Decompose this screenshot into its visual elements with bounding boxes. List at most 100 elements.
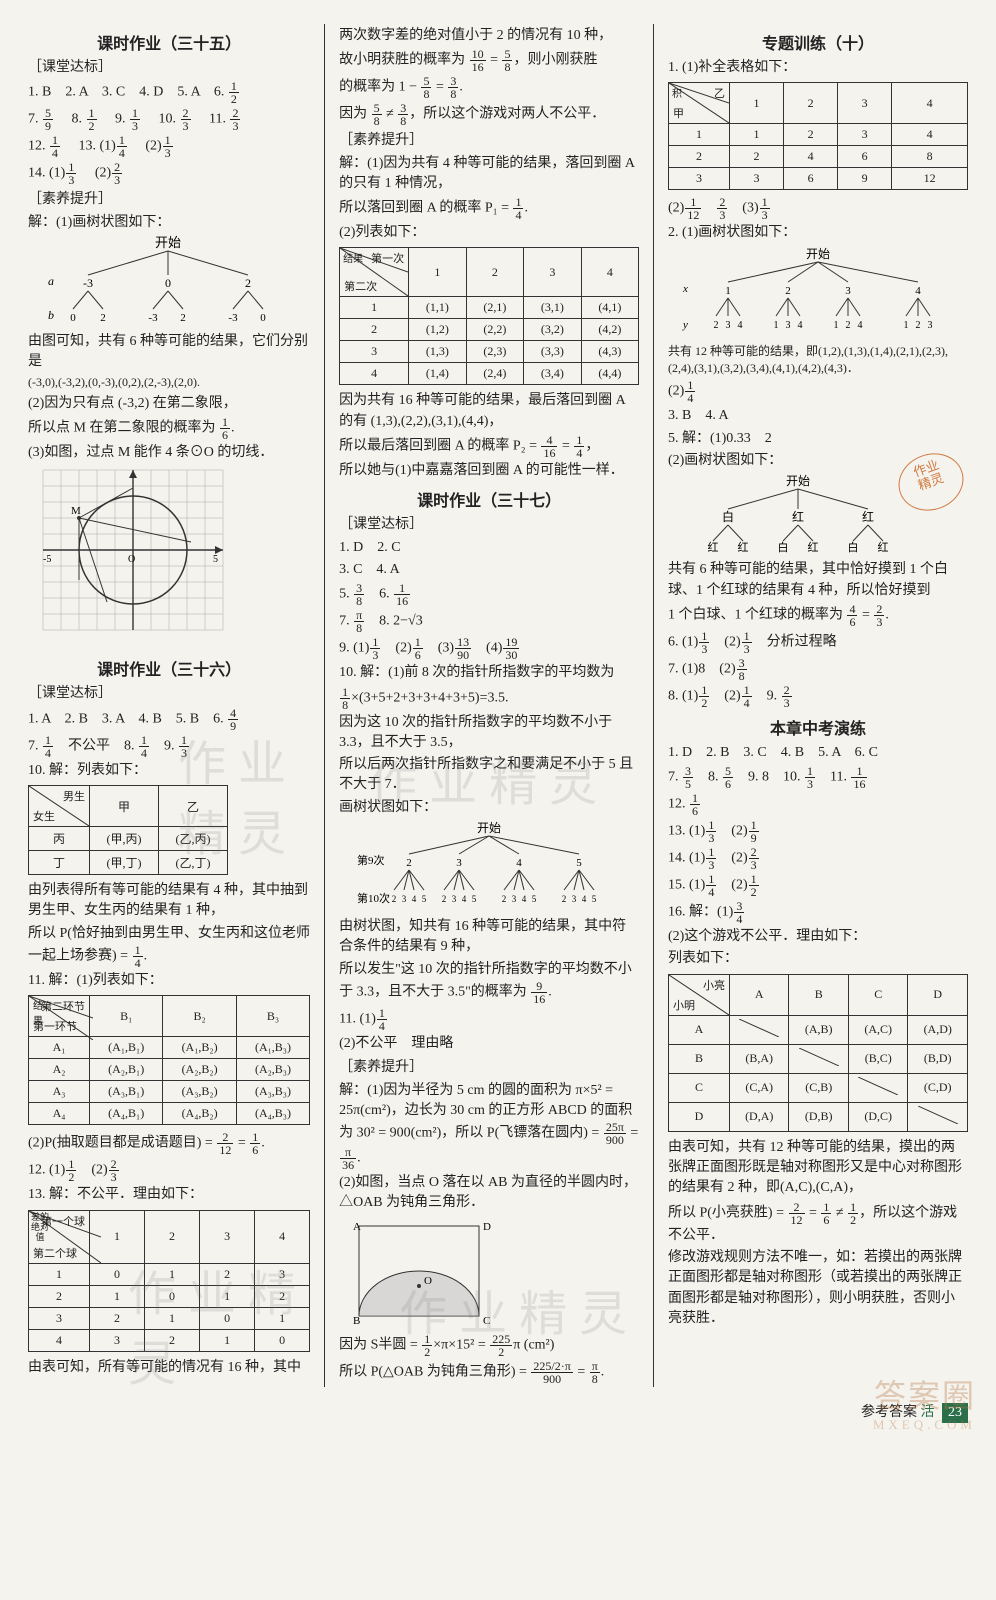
cell: 2 — [200, 1263, 255, 1285]
cell: (2,4) — [466, 363, 524, 385]
fraction: 16 — [250, 1131, 260, 1156]
solution-text: 13. 解：不公平．理由如下： — [28, 1185, 310, 1205]
cell: (2,2) — [466, 319, 524, 341]
fraction: 16 — [220, 416, 230, 441]
answer-line: 13. (1)13 (2)19 — [668, 819, 968, 844]
fraction: 14 — [50, 134, 60, 159]
table-q13: 第一个球第二个球 差的绝对值 1234 10123 21012 32101 43… — [28, 1210, 310, 1352]
solution-text: 解：(1)因为共有 4 种等可能的结果，落回到圈 A 的只有 1 种情况， — [339, 154, 639, 195]
fraction: 46 — [847, 603, 857, 628]
answer-line: 8. (1)12 (2)14 9. 23 — [668, 684, 968, 709]
fraction: 14 — [377, 1007, 387, 1032]
solution-text: 18×(3+5+2+3+3+4+3+5)=3.5. — [339, 686, 639, 711]
answer-line: 12. (1)12 (2)23 — [28, 1158, 310, 1183]
fraction: 23 — [109, 1158, 119, 1183]
answer-line: 12. 16 — [668, 792, 968, 817]
fraction: 14 — [43, 734, 53, 759]
svg-text:O: O — [128, 554, 135, 565]
svg-text:a: a — [48, 274, 54, 288]
answer-line: 14. (1)13 (2)23 — [668, 846, 968, 871]
svg-text:白: 白 — [777, 540, 788, 553]
cell: 8 — [892, 146, 968, 168]
fraction: 416 — [541, 434, 557, 459]
fraction: 212 — [217, 1131, 233, 1156]
cell: (B,A) — [729, 1044, 789, 1073]
cell: (4,4) — [581, 363, 639, 385]
cell: 6 — [784, 168, 838, 190]
section-title-topic10: 专题训练（十） — [668, 30, 968, 54]
answer-line: 1. D 2. C — [339, 538, 639, 558]
solution-text: 由列表得所有等可能的结果有 4 种，其中抽到男生甲、女生丙的结果有 1 种， — [28, 881, 310, 922]
cell: 0 — [200, 1307, 255, 1329]
cell: 4 — [29, 1329, 90, 1351]
cell: A — [729, 974, 789, 1015]
svg-text:红: 红 — [862, 509, 874, 524]
cell: (A₄,B₃) — [236, 1103, 309, 1125]
answer-line: 9. (1)13 (2)16 (3)1390 (4)1930 — [339, 636, 639, 661]
svg-text:5: 5 — [592, 894, 597, 904]
solution-text: 10. 解：列表如下： — [28, 761, 310, 781]
cell: (1,4) — [409, 363, 467, 385]
fraction: 16 — [690, 792, 700, 817]
svg-text:y: y — [682, 319, 688, 331]
cell: 0 — [255, 1329, 310, 1351]
fraction: 23 — [112, 161, 122, 186]
cell: 1 — [90, 1285, 145, 1307]
svg-text:白: 白 — [722, 509, 734, 524]
cell: (C,B) — [789, 1073, 849, 1102]
cell: 3 — [340, 341, 409, 363]
cell: (A₃,B₂) — [163, 1081, 236, 1103]
svg-text:3: 3 — [456, 857, 462, 869]
fraction: 23 — [782, 684, 792, 709]
fraction: 23 — [717, 196, 727, 221]
cell: D — [668, 1102, 729, 1131]
diag-header: 乙甲 积 — [668, 83, 729, 124]
answer-line: 16. 解：(1)34 — [668, 900, 968, 925]
svg-text:4: 4 — [582, 894, 587, 904]
cell: (2,1) — [466, 297, 524, 319]
cell-strike — [848, 1073, 908, 1102]
svg-text:开始: 开始 — [786, 474, 810, 488]
cell: A₄ — [29, 1103, 90, 1125]
cell: 1 — [409, 248, 467, 297]
cell: 9 — [838, 168, 892, 190]
fraction: 916 — [531, 980, 547, 1005]
cell: A₃ — [29, 1081, 90, 1103]
cell: (D,A) — [729, 1102, 789, 1131]
fraction: 225/2·π900 — [531, 1360, 572, 1385]
svg-text:M: M — [71, 505, 81, 517]
text: (2) — [131, 139, 161, 154]
svg-text:2: 2 — [915, 320, 920, 331]
fraction: 14 — [513, 196, 523, 221]
solution-text: 由图可知，共有 6 种等可能的结果，它们分别是 — [28, 332, 310, 373]
solution-text: 所以后两次指针所指数字之和要满足不小于 5 且不大于 7． — [339, 755, 639, 796]
cell: 1 — [255, 1307, 310, 1329]
svg-text:5: 5 — [422, 894, 427, 904]
fraction: 13 — [179, 734, 189, 759]
svg-text:2: 2 — [100, 312, 106, 324]
fraction: 58 — [421, 75, 431, 100]
bracket-label: ［素养提升］ — [339, 1058, 639, 1078]
fraction: 23 — [874, 603, 884, 628]
text: 14. (1) — [28, 166, 65, 181]
svg-text:3: 3 — [452, 894, 457, 904]
solution-text: 11. 解：(1)列表如下： — [28, 971, 310, 991]
column-3: 专题训练（十） 1. (1)补全表格如下： 乙甲 积 1234 11234 22… — [668, 24, 968, 1387]
solution-text: 共有 6 种等可能的结果，其中恰好摸到 1 个白球、1 个红球的结果有 4 种，… — [668, 560, 968, 601]
solution-text: (2)如图，当点 O 落在以 AB 为直径的半圆内时，△OAB 为钝角三角形． — [339, 1173, 639, 1214]
fraction: 12 — [699, 684, 709, 709]
fraction: 14 — [117, 134, 127, 159]
answer-line: 1. B 2. A 3. C 4. D 5. A 6. 12 — [28, 80, 310, 105]
fraction: 13 — [699, 630, 709, 655]
column-divider — [653, 24, 654, 1387]
answer-line: 11. (1)14 — [339, 1007, 639, 1032]
fraction: 13 — [805, 765, 815, 790]
table-c3-16: 小亮小明 ABCD A(A,B)(A,C)(A,D) B(B,A)(B,C)(B… — [668, 974, 968, 1132]
cell: 3 — [838, 124, 892, 146]
fraction: 2252 — [490, 1333, 512, 1358]
cell: 6 — [838, 146, 892, 168]
cell: 3 — [29, 1307, 90, 1329]
svg-text:1: 1 — [725, 285, 731, 297]
bracket-label: ［课堂达标］ — [28, 684, 310, 704]
cell: (乙,丁) — [159, 851, 228, 875]
